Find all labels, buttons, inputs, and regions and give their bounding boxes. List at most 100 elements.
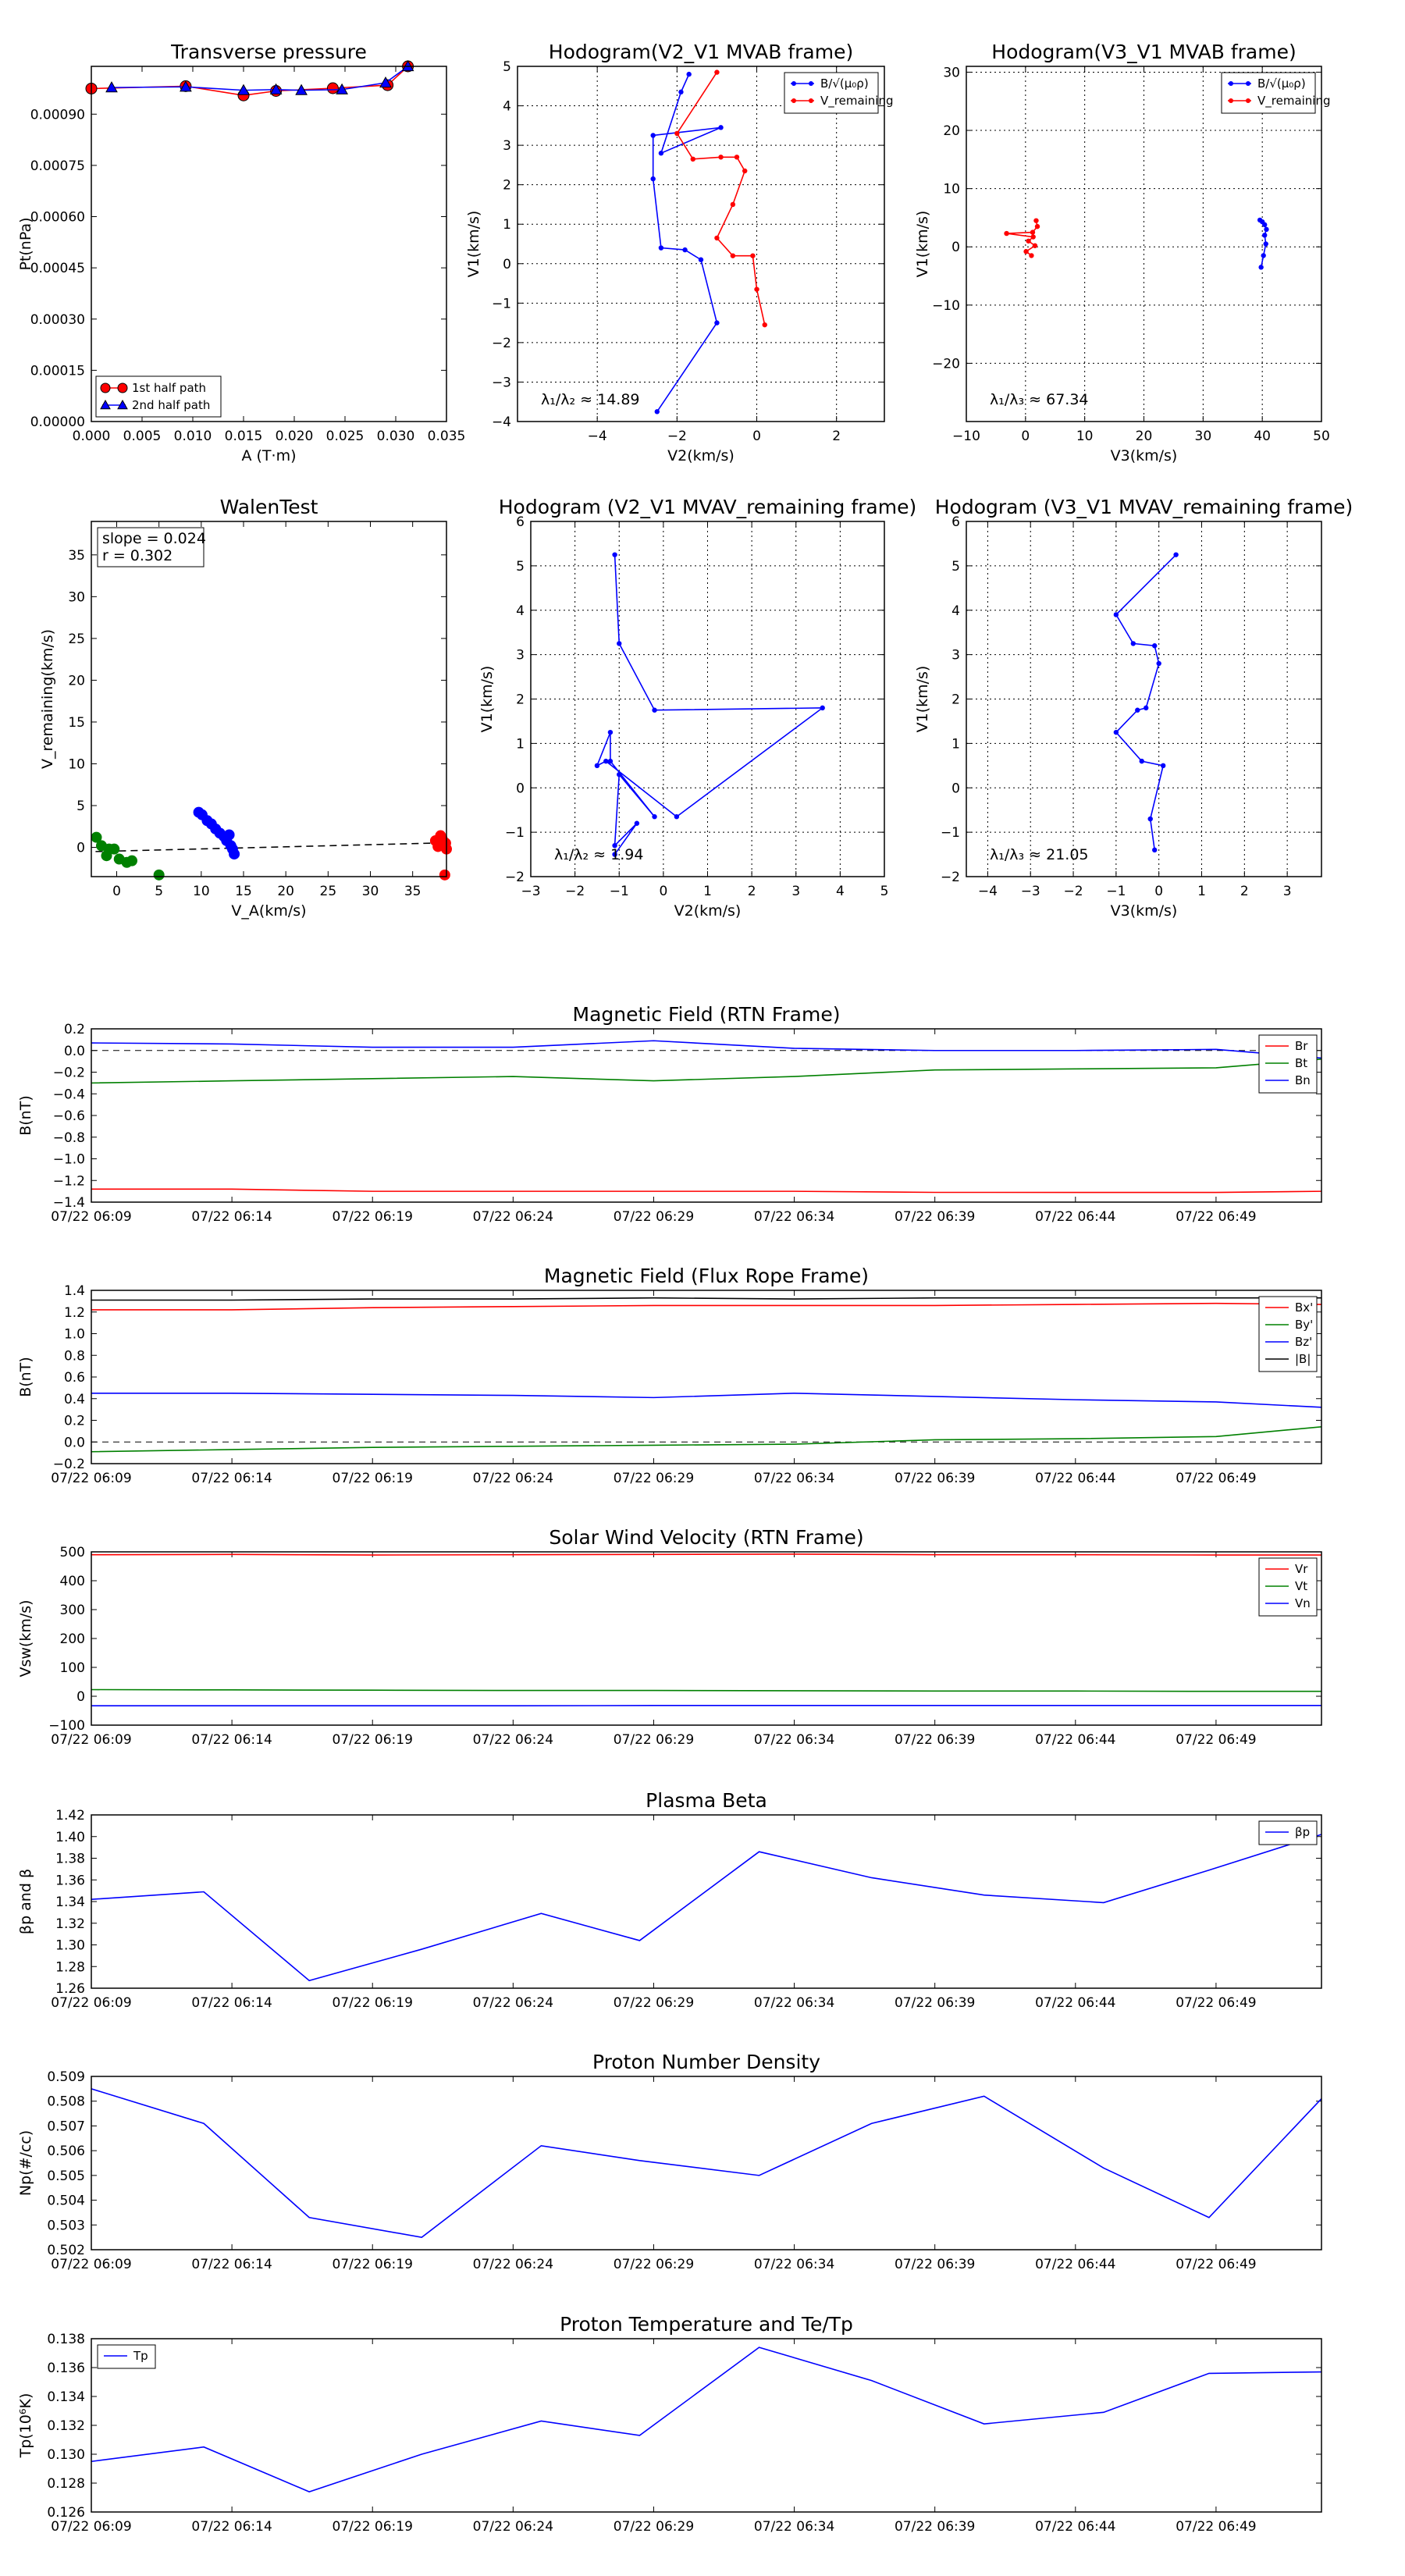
plasma-beta-ylabel: βp and β xyxy=(17,1869,34,1934)
solar-wind-velocity-ylabel: Vsw(km/s) xyxy=(17,1599,34,1677)
plasma-beta-ytick-label: 1.32 xyxy=(55,1916,85,1932)
walen-ytick-label: 15 xyxy=(68,715,85,731)
plasma-beta-legend-box xyxy=(1258,1820,1318,1845)
hodogram-v2-v1-mvav-ytick-label: 4 xyxy=(516,603,525,619)
magnetic-field-flux-rope-series-line-By' xyxy=(91,1426,1322,1453)
tp-title: Transverse pressure xyxy=(170,41,367,63)
hodogram-v2-v1-mvab-point xyxy=(650,176,656,182)
hodogram-v2-v1-mvav-point xyxy=(617,771,622,777)
hodogram-v3-v1-mvav-xtick-label: −3 xyxy=(1021,884,1040,899)
solar-wind-velocity-ytick-label: 500 xyxy=(60,1545,85,1560)
hodogram-v3-v1-mvab-point xyxy=(1032,243,1038,248)
plasma-beta-title: Plasma Beta xyxy=(646,1789,767,1812)
hodogram-v2-v1-mvav-point xyxy=(612,552,617,557)
proton-number-density-axes-frame xyxy=(91,2076,1322,2250)
tp-ytick-label: 0.00075 xyxy=(30,158,85,174)
solar-wind-velocity-xtick-label: 07/22 06:34 xyxy=(754,1732,834,1748)
proton-number-density-ylabel: Np(#/cc) xyxy=(17,2130,34,2196)
walen-ylabel: V_remaining(km/s) xyxy=(39,629,56,769)
magnetic-field-rtn-ytick-label: −0.2 xyxy=(53,1066,85,1081)
walen-point-blue xyxy=(229,849,240,860)
hodogram-v3-v1-mvab-ytick-label: 0 xyxy=(951,240,960,255)
magnetic-field-rtn-xtick-label: 07/22 06:24 xyxy=(473,1209,553,1225)
hodogram-v3-v1-mvab-legend-marker xyxy=(1229,98,1233,103)
hodogram-v3-v1-mvav-ytick-label: 6 xyxy=(951,514,960,530)
tp-point-2nd-half xyxy=(295,84,308,95)
hodogram-v3-v1-mvav-ytick-label: 1 xyxy=(951,736,960,752)
solar-wind-velocity-ytick-label: 300 xyxy=(60,1603,85,1618)
walen-xtick-label: 30 xyxy=(362,884,379,899)
solar-wind-velocity-series-line-Vr xyxy=(91,1553,1321,1556)
hodogram-v3-v1-mvav-xtick-label: 0 xyxy=(1154,884,1163,899)
hodogram-v3-v1-mvab-legend-marker xyxy=(1246,98,1250,103)
chart-magnetic-field-flux-rope: 07/22 06:09 07/22 06:14 07/22 06:19 07/22 0… xyxy=(17,1265,1322,1486)
tp-point-1st-half xyxy=(326,82,339,94)
hodogram-v3-v1-mvav-point xyxy=(1113,729,1119,735)
tp-point-2nd-half xyxy=(237,84,250,95)
tp-xtick-label: 0.015 xyxy=(225,429,263,444)
walen-stats-box xyxy=(97,527,205,568)
magnetic-field-flux-rope-series-line-Bz' xyxy=(91,1393,1322,1408)
tp-point-2nd-half xyxy=(180,80,192,92)
magnetic-field-rtn-ytick-label: −1.0 xyxy=(53,1152,85,1168)
hodogram-v2-v1-mvav-xtick-label: −2 xyxy=(565,884,585,899)
proton-number-density-ytick-label: 0.506 xyxy=(47,2144,85,2159)
hodogram-v3-v1-mvav-point xyxy=(1152,847,1158,853)
magnetic-field-flux-rope-ytick-label: 1.4 xyxy=(64,1283,85,1299)
proton-number-density-xtick-label: 07/22 06:14 xyxy=(191,2257,272,2272)
hodogram-v2-v1-mvav-xtick-label: 5 xyxy=(880,884,889,899)
hodogram-v2-v1-mvab-point xyxy=(750,253,756,258)
solar-wind-velocity-ytick-label: 0 xyxy=(76,1689,85,1705)
magnetic-field-flux-rope-series-line-Bx' xyxy=(91,1302,1322,1311)
walen-point-red xyxy=(439,869,450,881)
magnetic-field-flux-rope-xtick-label: 07/22 06:29 xyxy=(614,1471,694,1486)
hodogram-v2-v1-mvav-xlabel: V2(km/s) xyxy=(674,902,742,920)
hodogram-v3-v1-mvab-point xyxy=(1262,233,1268,238)
hodogram-v2-v1-mvav-ytick-label: 6 xyxy=(516,514,525,530)
walen-ytick-label: 20 xyxy=(68,673,85,688)
plasma-beta-xtick-label: 07/22 06:09 xyxy=(51,1995,131,2011)
walen-xtick-label: 5 xyxy=(155,884,163,899)
hodogram-v2-v1-mvab-legend-marker xyxy=(791,81,796,86)
hodogram-v2-v1-mvab-ytick-label: 4 xyxy=(503,99,511,115)
hodogram-v3-v1-mvav-point xyxy=(1173,552,1179,557)
hodogram-v2-v1-mvab-legend-label: V_remaining xyxy=(820,94,894,109)
walen-xtick-label: 10 xyxy=(193,884,210,899)
hodogram-v3-v1-mvab-ytick-label: −20 xyxy=(932,356,960,372)
hodogram-v3-v1-mvav-xtick-label: 1 xyxy=(1197,884,1206,899)
magnetic-field-flux-rope-ytick-label: 0.2 xyxy=(64,1414,85,1429)
hodogram-v3-v1-mvav-point xyxy=(1152,643,1158,649)
hodogram-v3-v1-mvab-point xyxy=(1029,253,1034,258)
hodogram-v3-v1-mvav-xtick-label: −4 xyxy=(978,884,998,899)
solar-wind-velocity-legend-label: Vt xyxy=(1295,1579,1307,1593)
magnetic-field-rtn-ytick-label: −0.4 xyxy=(53,1087,85,1102)
hodogram-v2-v1-mvav-point xyxy=(634,820,640,826)
magnetic-field-rtn-xtick-label: 07/22 06:29 xyxy=(614,1209,694,1225)
magnetic-field-flux-rope-axes-frame xyxy=(91,1290,1322,1464)
chart-solar-wind-velocity: 07/22 06:09 07/22 06:14 07/22 06:19 07/22 0… xyxy=(17,1526,1322,1748)
hodogram-v2-v1-mvab-axes-frame xyxy=(517,66,885,422)
hodogram-v2-v1-mvav-axes-frame xyxy=(530,521,885,877)
magnetic-field-rtn-legend-label: Bn xyxy=(1295,1073,1311,1087)
magnetic-field-rtn-xtick-label: 07/22 06:34 xyxy=(754,1209,834,1225)
hodogram-v3-v1-mvav-axes-frame xyxy=(966,521,1322,877)
hodogram-v3-v1-mvav-xtick-label: −2 xyxy=(1064,884,1083,899)
tp-ylabel: Pt(nPa) xyxy=(17,217,34,270)
hodogram-v2-v1-mvab-ylabel: V1(km/s) xyxy=(465,211,482,278)
proton-number-density-ytick-label: 0.508 xyxy=(47,2094,85,2110)
hodogram-v3-v1-mvav-xlabel: V3(km/s) xyxy=(1111,902,1178,920)
hodogram-v2-v1-mvav-xtick-label: −3 xyxy=(521,884,540,899)
hodogram-v3-v1-mvab-point xyxy=(1033,218,1039,223)
magnetic-field-rtn-xtick-label: 07/22 06:09 xyxy=(51,1209,131,1225)
magnetic-field-rtn-xtick-label: 07/22 06:19 xyxy=(333,1209,413,1225)
hodogram-v2-v1-mvav-xtick-label: 1 xyxy=(703,884,712,899)
tp-xlabel: A (T·m) xyxy=(241,447,296,464)
hodogram-v2-v1-mvav-ytick-label: 1 xyxy=(516,736,525,752)
magnetic-field-flux-rope-legend-label: |B| xyxy=(1295,1352,1311,1366)
tp-legend-box xyxy=(95,375,222,418)
tp-ytick-label: 0.00000 xyxy=(30,415,85,430)
hodogram-v3-v1-mvab-xtick-label: 30 xyxy=(1195,429,1212,444)
hodogram-v2-v1-mvab-point xyxy=(730,201,736,208)
proton-temperature-title: Proton Temperature and Te/Tp xyxy=(560,2313,853,2336)
